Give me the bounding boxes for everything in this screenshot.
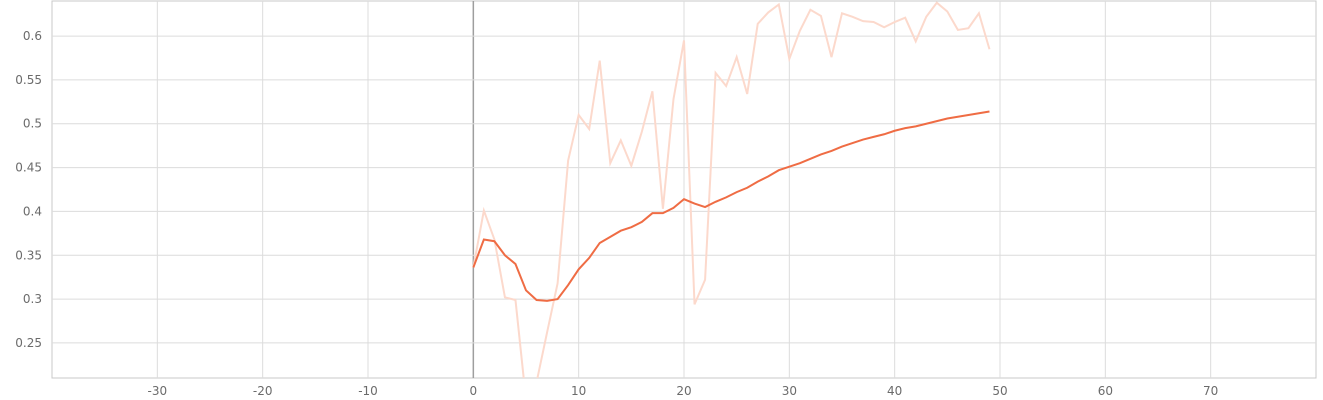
x-tick-label: 20: [676, 384, 691, 398]
series-layer: [472, 1, 991, 378]
x-tick-label: -10: [358, 384, 378, 398]
y-tick-label: 0.5: [23, 117, 42, 131]
grid-layer: [51, 0, 1317, 379]
x-tick-label: 70: [1203, 384, 1218, 398]
y-tick-label: 0.45: [15, 161, 42, 175]
x-tick-label: 50: [992, 384, 1007, 398]
y-tick-label: 0.3: [23, 292, 42, 306]
raw-series-line: [472, 1, 991, 378]
y-tick-label: 0.35: [15, 248, 42, 262]
x-tick-label: 40: [887, 384, 902, 398]
x-tick-label: -30: [148, 384, 168, 398]
x-tick-label: 10: [571, 384, 586, 398]
y-tick-label: 0.55: [15, 73, 42, 87]
y-tick-label: 0.6: [23, 29, 42, 43]
x-tick-label: -20: [253, 384, 273, 398]
x-tick-label: 30: [782, 384, 797, 398]
x-tick-label: 0: [470, 384, 478, 398]
y-tick-label: 0.4: [23, 204, 42, 218]
x-tick-label: 60: [1098, 384, 1113, 398]
axis-layer: -30 -20 -10 0 10 20 30 40 50 60 70 0.25 0.3 0.35 0.4 0.…: [15, 29, 1218, 398]
y-tick-label: 0.25: [15, 336, 42, 350]
smoothed-series-line: [472, 110, 990, 302]
